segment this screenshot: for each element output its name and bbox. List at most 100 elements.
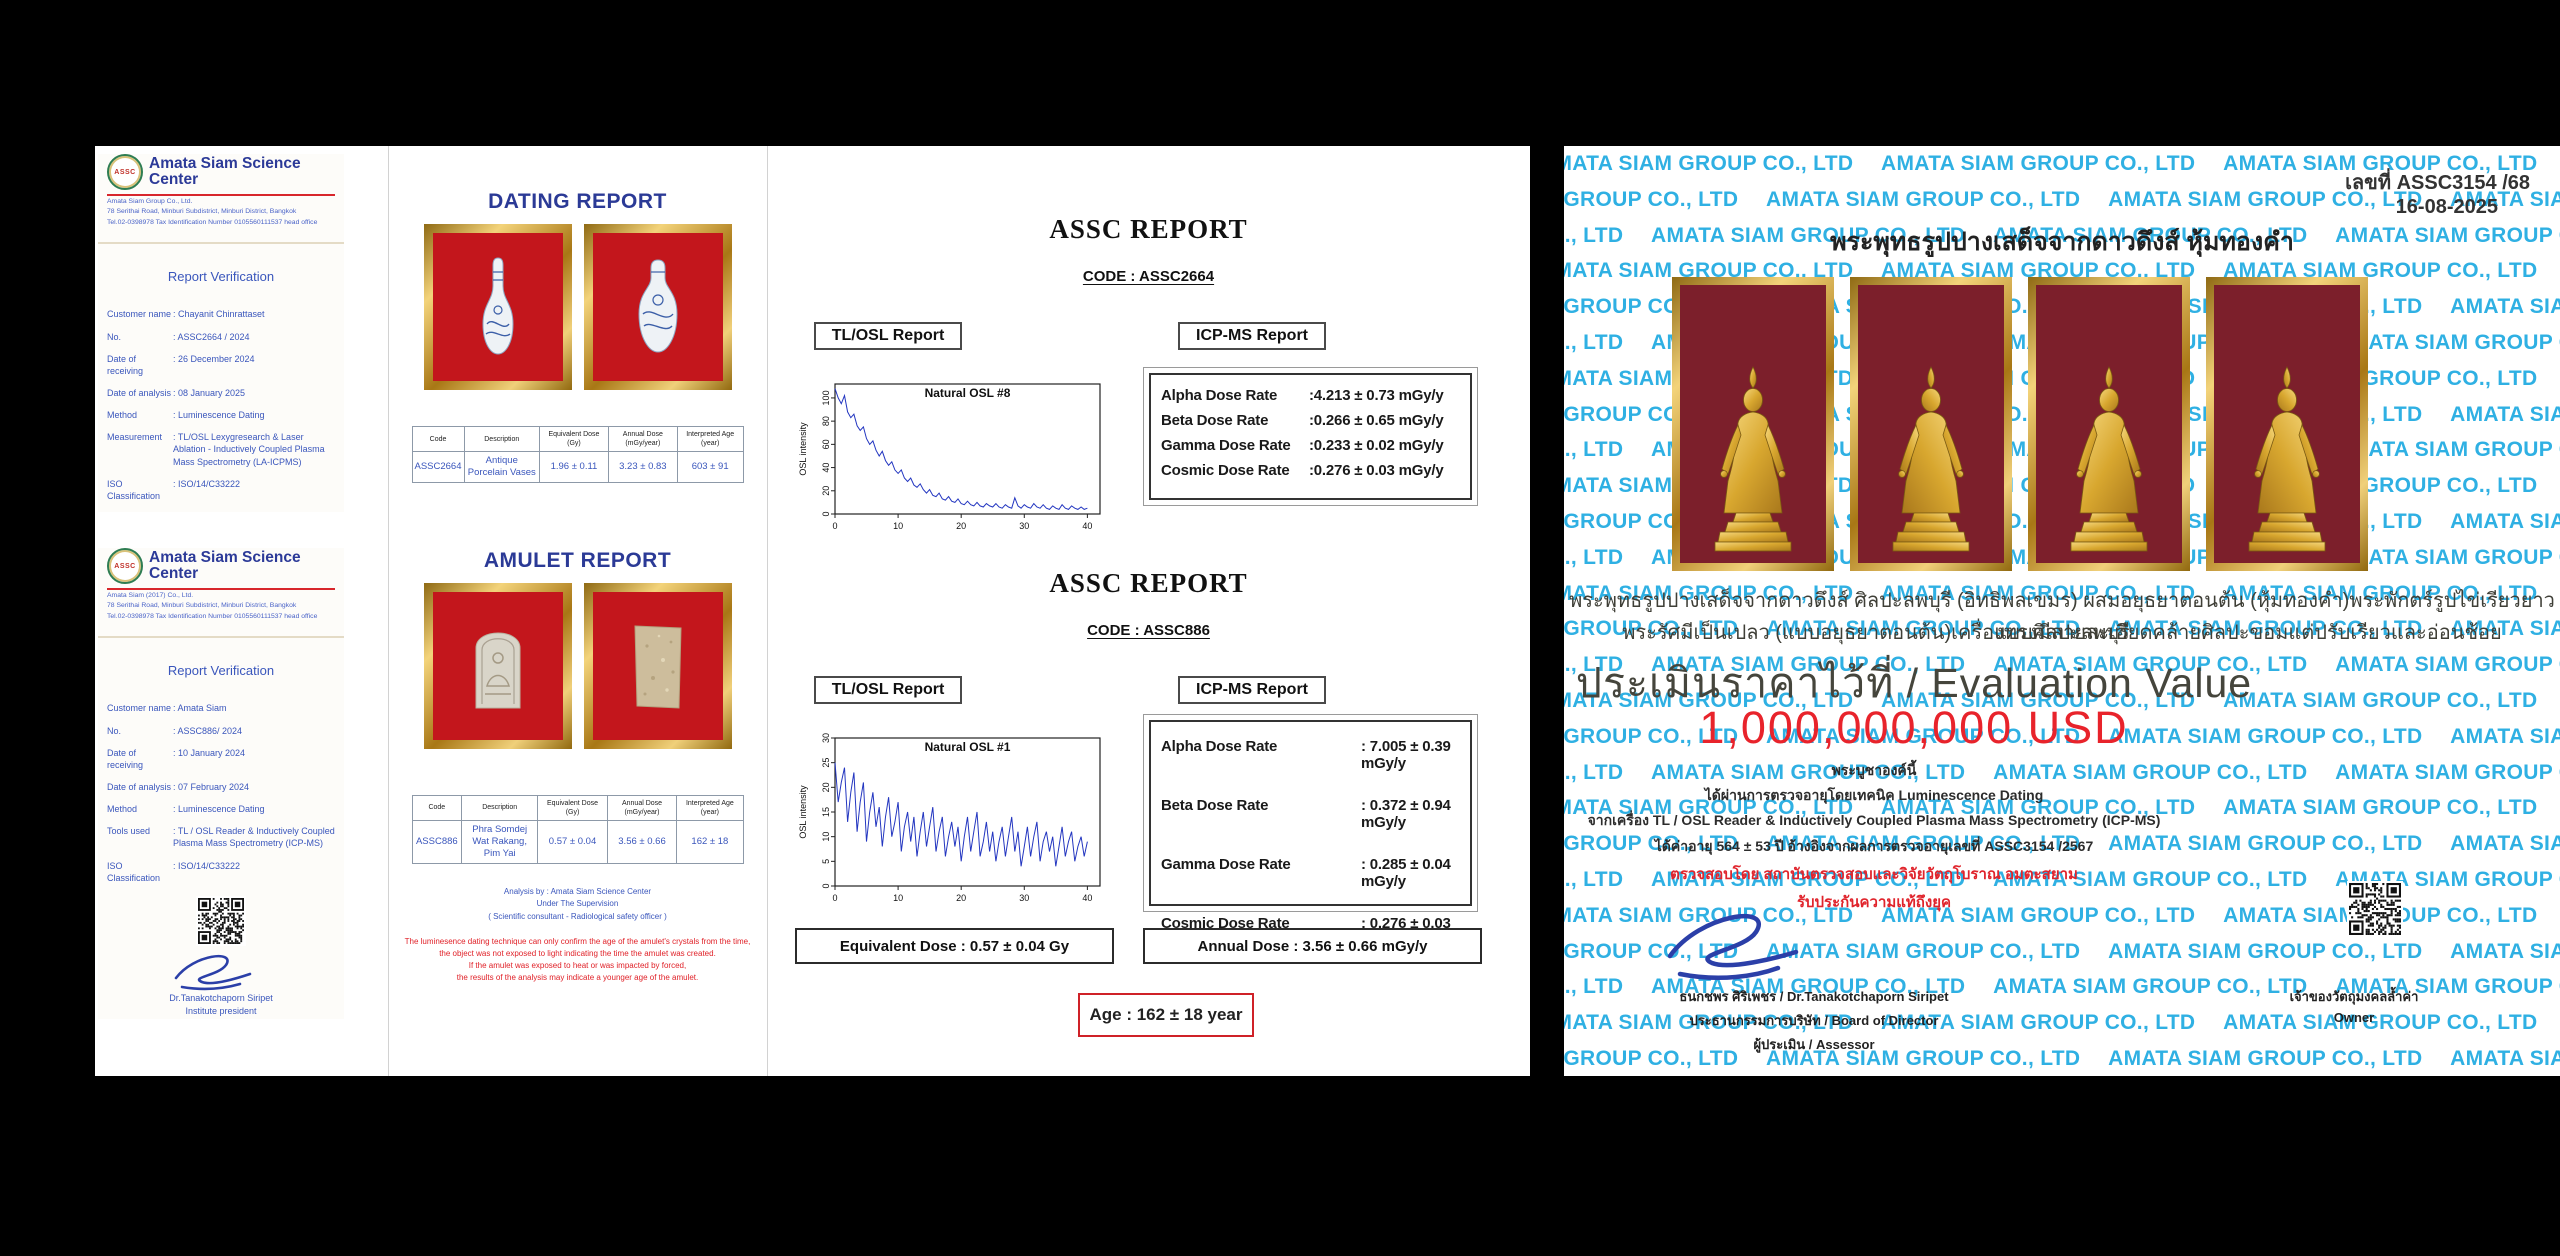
assc-logo: ASSC bbox=[107, 154, 143, 190]
watermark-row: AMATA SIAM GROUP CO., LTD AMATA SIAM GRO… bbox=[1564, 187, 2560, 211]
dose-value: :4.213 ± 0.73 mGy/y bbox=[1309, 387, 1444, 404]
table-header-row: Code Description Equivalent Dose (Gy) Ann… bbox=[411, 425, 744, 453]
cert2-company: Amata Siam (2017) Co., Ltd. bbox=[107, 592, 194, 599]
col-header: Equivalent Dose (Gy) bbox=[539, 425, 609, 453]
svg-text:10: 10 bbox=[821, 832, 831, 842]
cert2-fields: Customer name: Amata Siam No.: ASSC886/ … bbox=[107, 702, 335, 883]
watermark-row: AMATA SIAM GROUP CO., LTD AMATA SIAM GRO… bbox=[1564, 581, 2560, 605]
table-header-row: Code Description Equivalent Dose (Gy) Ann… bbox=[411, 794, 744, 822]
watermark-row: AMATA SIAM GROUP CO., LTD AMATA SIAM GRO… bbox=[1564, 760, 2560, 784]
certificate-number: เลขที่ ASSC3154 /68 bbox=[2345, 172, 2530, 194]
dose-label: Cosmic Dose Rate bbox=[1161, 915, 1290, 932]
t losl-chart-natural-osl-8: 0 10 20 30 40 0 20 40 60 80 100 Natural OSL #8 OSL i… bbox=[798, 383, 1101, 531]
col-header: Description bbox=[463, 425, 541, 453]
certificate-date: 16-08-2025 bbox=[2395, 196, 2498, 218]
watermark-row: AMATA SIAM GROUP CO., LTD AMATA SIAM GRO… bbox=[1564, 223, 2560, 247]
dose-value: : 0.285 ± 0.04 mGy/y bbox=[1361, 856, 1451, 890]
field-row: Tools used: TL / OSL Reader & Inductivel… bbox=[107, 825, 335, 849]
field-row: Method: Luminescence Dating bbox=[107, 409, 335, 421]
field-label: Date of analysis bbox=[107, 782, 172, 793]
assc-logo-text: ASSC bbox=[114, 168, 136, 176]
dose-value: : 0.372 ± 0.94 mGy/y bbox=[1361, 797, 1451, 831]
analysis-line: Under The Supervision bbox=[536, 899, 619, 909]
dose-label: Gamma Dose Rate bbox=[1161, 437, 1291, 454]
evaluation-heading: ประเมินราคาไว้ที่ / Evaluation Value bbox=[1575, 660, 2253, 706]
svg-text:10: 10 bbox=[893, 893, 903, 903]
icpms-report-label-2: ICP-MS Report bbox=[1167, 676, 1337, 704]
dose-row: Alpha Dose Rate:4.213 ± 0.73 mGy/y bbox=[1161, 387, 1460, 404]
field-row: Customer name: Chayanit Chinrattaset bbox=[107, 308, 335, 320]
watermark-row: AMATA SIAM GROUP CO., LTD AMATA SIAM GRO… bbox=[1564, 724, 2560, 748]
field-label: Measurement bbox=[107, 432, 163, 443]
signature-scribble bbox=[1667, 913, 1799, 981]
field-value: : ASSC886/ 2024 bbox=[173, 725, 243, 736]
col-header: Annual Dose (mGy/year) bbox=[606, 794, 678, 822]
column-divider-2 bbox=[767, 146, 768, 1076]
assessor-name: ธนกชพร ศิริเพชร / Dr.Tanakotchaporn Siri… bbox=[1679, 989, 1949, 1004]
field-row: Method: Luminescence Dating bbox=[107, 803, 335, 815]
disclaimer-line: the object was not exposed to light indi… bbox=[439, 948, 716, 958]
svg-text:0: 0 bbox=[832, 521, 837, 531]
age-result-text: Age : 162 ± 18 year bbox=[1089, 1005, 1243, 1024]
disclaimer-line: If the amulet was exposed to heat or was… bbox=[468, 960, 687, 970]
field-value: : Amata Siam bbox=[173, 703, 227, 714]
col-header: Code bbox=[411, 425, 465, 453]
dating-report-title: DATING REPORT bbox=[488, 190, 667, 213]
equivalent-dose-text: Equivalent Dose : 0.57 ± 0.04 Gy bbox=[839, 937, 1070, 955]
cell-age: 162 ± 18 bbox=[676, 820, 744, 864]
field-label: Customer name bbox=[107, 309, 172, 320]
field-label: Date of receiving bbox=[107, 353, 144, 376]
dose-label: Beta Dose Rate bbox=[1161, 412, 1269, 429]
dose-row: Beta Dose Rate:0.266 ± 0.65 mGy/y bbox=[1161, 412, 1460, 429]
equivalent-dose-box: Equivalent Dose : 0.57 ± 0.04 Gy bbox=[795, 928, 1114, 964]
assc-logo: ASSC bbox=[107, 548, 143, 584]
watermark-row: AMATA SIAM GROUP CO., LTD AMATA SIAM GRO… bbox=[1564, 617, 2560, 641]
svg-text:20: 20 bbox=[956, 521, 966, 531]
svg-text:0: 0 bbox=[821, 883, 831, 888]
dose-label: Gamma Dose Rate bbox=[1161, 856, 1291, 873]
svg-text:40: 40 bbox=[1082, 521, 1092, 531]
amulet-photo-frame-front bbox=[423, 582, 572, 749]
cell-description: Antique Porcelain Vases bbox=[463, 451, 541, 483]
analysis-line: ( Scientific consultant - Radiological s… bbox=[488, 911, 667, 921]
dose-label: Cosmic Dose Rate bbox=[1161, 462, 1290, 479]
amulet-photo-frame-back bbox=[583, 582, 732, 749]
watermark-row: AMATA SIAM GROUP CO., LTD AMATA SIAM GRO… bbox=[1564, 903, 2560, 927]
buddha-statue-image bbox=[1892, 366, 1970, 552]
line-age-result: ได้ค่าอายุ 564 ± 53 ปี อ้างอิงจากผลการตร… bbox=[1654, 838, 2094, 854]
cert2-signer-title: Institute president bbox=[185, 1006, 257, 1017]
svg-text:OSL intensity: OSL intensity bbox=[798, 422, 808, 476]
line-tested: ได้ผ่านการตรวจอายุโดยเทคนิค Luminescence… bbox=[1704, 787, 2044, 803]
dose-row: Beta Dose Rate: 0.372 ± 0.94 mGy/y bbox=[1161, 797, 1460, 831]
buddha-description-line-2: พระรัศมีเป็นเปลว (แบบอยุธยาตอนต้น)เครื่อ… bbox=[1622, 622, 2502, 644]
analysis-line: Analysis by : Amata Siam Science Center bbox=[503, 886, 652, 896]
dose-value: :0.233 ± 0.02 mGy/y bbox=[1309, 437, 1444, 454]
cert1-company: Amata Siam Group Co., Ltd. bbox=[107, 198, 193, 205]
field-value: : ASSC2664 / 2024 bbox=[173, 331, 250, 342]
cert2-divider bbox=[98, 636, 344, 639]
evaluation-value: 1,000,000,000 USD bbox=[1699, 702, 2129, 753]
buddha-statue-image bbox=[2248, 366, 2326, 552]
watermark-row: AMATA SIAM GROUP CO., LTD AMATA SIAM GRO… bbox=[1564, 1046, 2560, 1070]
assc-logo-text: ASSC bbox=[114, 562, 136, 570]
dose-row: Alpha Dose Rate: 7.005 ± 0.39 mGy/y bbox=[1161, 738, 1460, 772]
cert1-fields: Customer name: Chayanit Chinrattaset No.… bbox=[107, 308, 335, 502]
tlosl-report-label-1: TL/OSL Report bbox=[803, 322, 973, 350]
field-row: ISO Classification: ISO/14/C33222 bbox=[107, 860, 335, 884]
field-value: : ISO/14/C33222 bbox=[173, 860, 241, 871]
evaluation-certificate: AMATA SIAM GROUP CO., LTD AMATA SIAM GRO… bbox=[1564, 146, 2560, 1076]
reports-column: DATING REPORT bbox=[388, 146, 767, 984]
field-row: Date of receiving: 26 December 2024 bbox=[107, 353, 335, 377]
icpms-box-1: Alpha Dose Rate:4.213 ± 0.73 mGy/y Beta … bbox=[1143, 367, 1478, 506]
svg-text:20: 20 bbox=[821, 486, 831, 496]
dating-report-table: Code Description Equivalent Dose (Gy) Ann… bbox=[411, 425, 744, 483]
cell-equivalent-dose: 1.96 ± 0.11 bbox=[539, 451, 609, 483]
field-value: : 07 February 2024 bbox=[173, 782, 250, 793]
cell-description: Phra Somdej Wat Rakang, Pim Yai bbox=[461, 820, 539, 864]
col-header: Interpreted Age (year) bbox=[676, 794, 744, 822]
cert1-org-title: Amata Siam Science Center bbox=[149, 154, 301, 188]
dating-report-frames bbox=[388, 224, 767, 390]
svg-text:40: 40 bbox=[821, 463, 831, 473]
cert1-section-title: Report Verification bbox=[167, 269, 275, 285]
svg-text:80: 80 bbox=[821, 416, 831, 426]
